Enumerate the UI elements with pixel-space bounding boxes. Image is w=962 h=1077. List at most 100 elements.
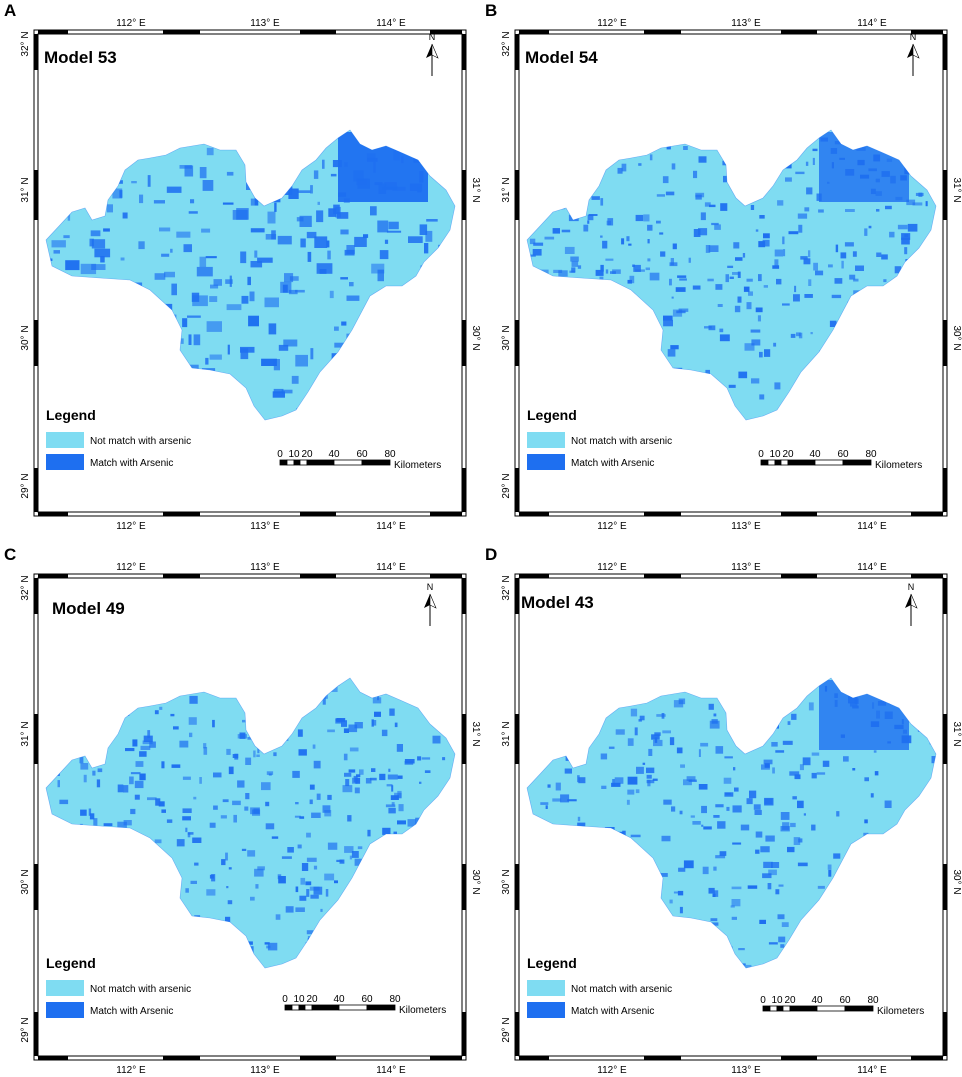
match-patch	[121, 293, 132, 305]
match-patch	[661, 713, 665, 719]
match-patch	[370, 777, 377, 781]
match-patch	[705, 958, 714, 962]
match-patch	[897, 224, 908, 230]
match-patch	[610, 271, 616, 274]
match-patch	[599, 950, 609, 959]
match-patch	[67, 214, 71, 221]
match-patch	[888, 697, 897, 705]
match-patch	[249, 291, 255, 302]
match-patch	[758, 274, 762, 282]
match-patch	[444, 824, 448, 829]
match-patch	[284, 707, 292, 712]
match-patch	[527, 346, 534, 353]
match-patch	[649, 272, 660, 281]
match-patch	[577, 822, 586, 831]
match-patch	[888, 906, 892, 909]
match-patch	[327, 379, 344, 386]
frame-bar-bottom	[911, 1056, 943, 1060]
match-patch	[341, 321, 347, 326]
scale-tick-20: 20	[301, 449, 313, 460]
match-patch	[314, 236, 328, 248]
match-patch	[850, 894, 860, 897]
match-patch	[798, 838, 803, 843]
legend-label-match: Match with Arsenic	[571, 1006, 654, 1017]
match-patch	[322, 697, 326, 705]
match-patch	[732, 272, 740, 275]
match-patch	[873, 750, 877, 753]
match-patch	[164, 271, 175, 278]
match-patch	[187, 315, 201, 318]
match-patch	[182, 776, 191, 780]
match-patch	[640, 149, 648, 152]
match-patch	[630, 958, 635, 963]
match-patch	[918, 721, 924, 725]
lon-labels-bottom: 112° E 113° E 114° E	[597, 521, 887, 532]
match-patch	[176, 839, 185, 847]
match-patch	[918, 951, 922, 957]
match-patch	[626, 799, 630, 805]
match-patch	[445, 138, 450, 143]
match-patch	[831, 955, 834, 964]
match-patch	[164, 895, 172, 898]
match-patch	[822, 760, 830, 767]
match-patch	[670, 947, 676, 952]
match-patch	[796, 332, 801, 337]
match-patch	[656, 220, 661, 224]
match-patch	[185, 827, 188, 833]
match-patch	[722, 406, 726, 411]
lat-label-30-left: 30° N	[501, 869, 512, 894]
match-patch	[596, 912, 605, 920]
match-patch	[646, 365, 652, 369]
match-patch	[161, 809, 166, 813]
scale-segment	[286, 459, 295, 466]
match-patch	[281, 389, 293, 394]
match-patch	[644, 323, 651, 331]
match-patch	[874, 933, 882, 938]
map-panel-c: C 112° E 113° E 114° E 112° E 113° E 114…	[0, 538, 481, 1076]
match-patch	[422, 329, 433, 337]
match-patch	[88, 295, 97, 299]
match-patch	[588, 412, 593, 420]
match-patch	[866, 319, 871, 326]
match-patch	[527, 871, 535, 879]
match-patch	[367, 863, 373, 868]
match-patch	[711, 922, 719, 926]
match-patch	[759, 351, 763, 358]
match-patch	[301, 697, 305, 704]
match-patch	[192, 131, 197, 136]
match-patch	[403, 363, 417, 368]
match-patch	[242, 719, 252, 723]
match-patch	[845, 209, 855, 212]
match-patch	[254, 250, 258, 258]
panel-letter: D	[485, 545, 497, 564]
frame-bar-bottom	[300, 512, 336, 516]
match-patch	[834, 351, 842, 360]
scale-segment	[298, 1004, 306, 1011]
match-patch	[123, 887, 130, 893]
match-patch	[399, 903, 408, 908]
match-patch	[873, 392, 880, 395]
match-patch	[889, 949, 898, 956]
match-patch	[46, 134, 49, 142]
match-patch	[704, 202, 711, 207]
match-patch	[933, 277, 936, 286]
match-patch	[753, 722, 762, 727]
match-patch	[901, 679, 905, 687]
match-patch	[564, 768, 572, 774]
match-patch	[640, 132, 647, 139]
match-patch	[847, 301, 855, 308]
match-patch	[565, 380, 568, 387]
match-patch	[329, 290, 334, 299]
match-patch	[404, 759, 415, 764]
match-patch	[621, 944, 626, 949]
match-patch	[755, 307, 763, 313]
match-patch	[209, 296, 218, 302]
match-patch	[132, 939, 137, 942]
match-patch	[60, 335, 69, 345]
match-patch	[927, 331, 934, 335]
match-patch	[166, 819, 173, 823]
match-patch	[99, 840, 106, 846]
scale-segment	[816, 1005, 846, 1012]
frame-bar-top	[163, 574, 200, 578]
match-patch	[253, 140, 264, 144]
